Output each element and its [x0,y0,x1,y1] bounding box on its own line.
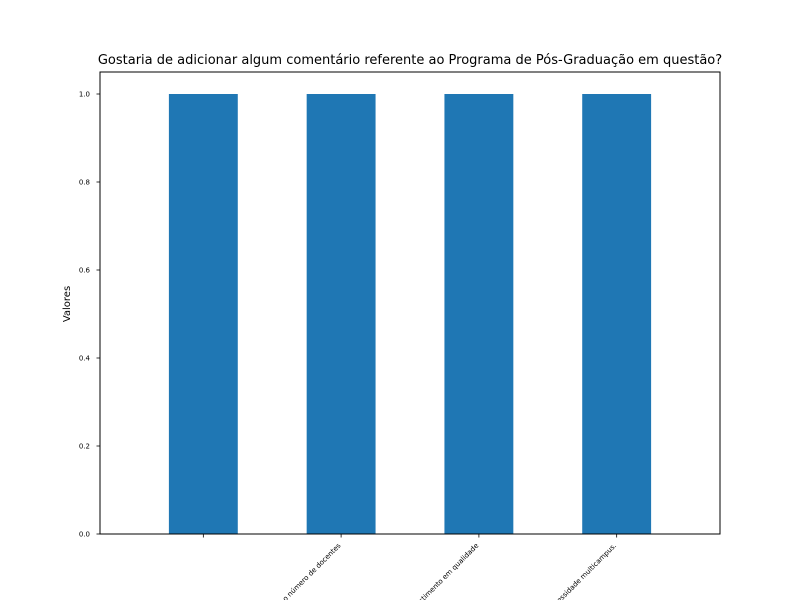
bar-2 [444,94,514,534]
plot-frame [99,71,721,535]
y-tick-label: 1.0 [79,91,90,99]
bars-layer [168,94,652,534]
bar-3 [582,94,652,534]
y-tick-label: 0.0 [79,531,90,539]
y-axis-ticks: 0.0 0.2 0.4 0.6 0.8 1.0 [79,91,100,539]
x-axis-ticks: Aumentar o número de docentes Investiment… [202,534,618,600]
bar-0 [168,94,238,534]
chart-title: Gostaria de adicionar algum comentário r… [98,53,722,68]
y-axis-label: Valores [62,286,73,322]
y-tick-label: 0.6 [79,267,91,275]
x-tick-label: Investimento em qualidade [407,542,481,600]
y-tick-label: 0.2 [79,443,90,451]
x-tick-label: Necessidade multicampus. [546,542,618,600]
y-tick-label: 0.8 [79,179,90,187]
bar-1 [306,94,376,534]
y-tick-label: 0.4 [79,355,91,363]
x-tick-label: Aumentar o número de docentes [255,542,343,600]
